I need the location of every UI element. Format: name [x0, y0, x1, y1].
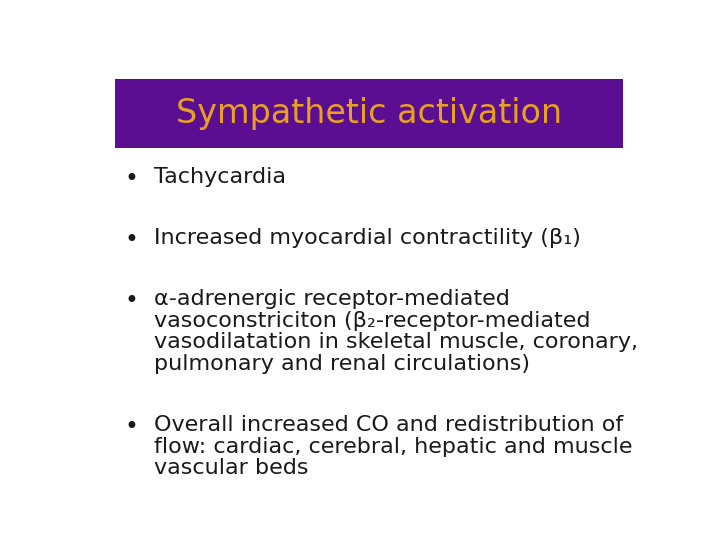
Text: •: • [125, 228, 139, 252]
Text: •: • [125, 167, 139, 191]
Text: Tachycardia: Tachycardia [154, 167, 286, 187]
Text: •: • [125, 415, 139, 439]
Text: Sympathetic activation: Sympathetic activation [176, 97, 562, 130]
Text: vascular beds: vascular beds [154, 458, 309, 478]
Text: α-adrenergic receptor-mediated: α-adrenergic receptor-mediated [154, 289, 510, 309]
Text: pulmonary and renal circulations): pulmonary and renal circulations) [154, 354, 530, 374]
Text: vasoconstriciton (β₂-receptor-mediated: vasoconstriciton (β₂-receptor-mediated [154, 310, 590, 330]
FancyBboxPatch shape [115, 79, 623, 148]
Text: flow: cardiac, cerebral, hepatic and muscle: flow: cardiac, cerebral, hepatic and mus… [154, 436, 633, 456]
Text: •: • [125, 289, 139, 313]
Text: Increased myocardial contractility (β₁): Increased myocardial contractility (β₁) [154, 228, 581, 248]
Text: vasodilatation in skeletal muscle, coronary,: vasodilatation in skeletal muscle, coron… [154, 332, 638, 352]
Text: Overall increased CO and redistribution of: Overall increased CO and redistribution … [154, 415, 624, 435]
